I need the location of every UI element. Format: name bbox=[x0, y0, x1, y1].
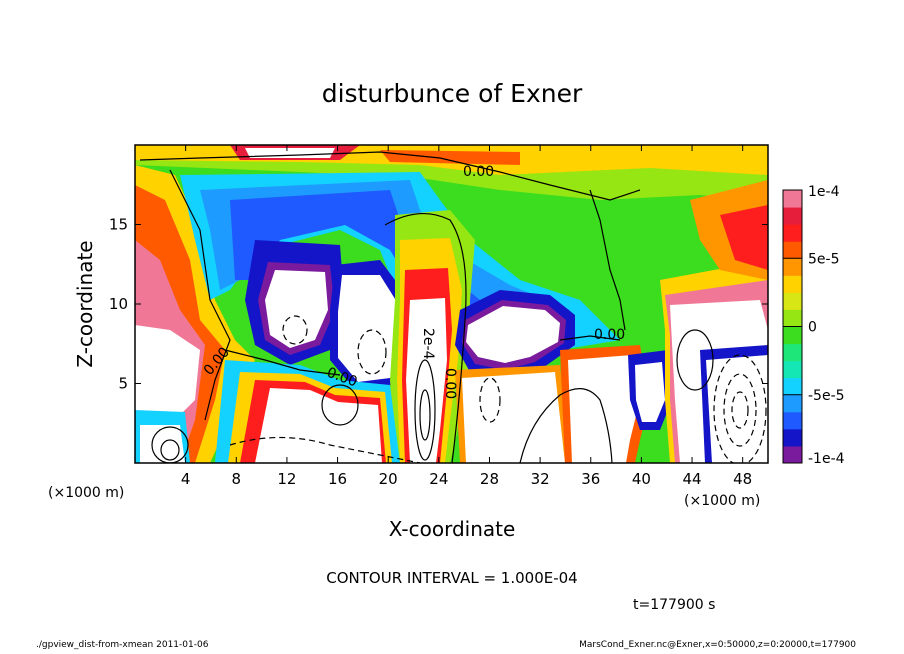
colorbar-segment bbox=[783, 326, 802, 345]
x-tick-label: 24 bbox=[429, 470, 448, 488]
contour-line bbox=[151, 426, 189, 463]
colorbar-segment bbox=[783, 360, 802, 379]
colorbar-tick-label: -1e-4 bbox=[808, 451, 845, 467]
field-region bbox=[635, 362, 665, 422]
x-axis-label: X-coordinate bbox=[389, 517, 516, 541]
colorbar-tick-label: 5e-5 bbox=[808, 251, 839, 267]
colorbar-segment bbox=[783, 275, 802, 293]
contour-line bbox=[414, 359, 436, 461]
contour-line bbox=[589, 189, 626, 331]
colorbar-tick-label: 1e-4 bbox=[808, 184, 840, 200]
chart-title: disturbunce of Exner bbox=[322, 79, 583, 108]
colorbar-segment bbox=[783, 258, 802, 276]
colorbar: 1e-4 5e-5 0 -5e-5 -1e-4 bbox=[782, 184, 845, 467]
y-tick-label: 10 bbox=[109, 295, 128, 313]
y-axis-unit: (×1000 m) bbox=[48, 485, 124, 501]
colorbar-segment bbox=[783, 445, 802, 464]
y-axis-label: Z-coordinate bbox=[73, 240, 97, 367]
colorbar-segment bbox=[783, 241, 802, 259]
colorbar-segment bbox=[783, 207, 802, 225]
x-tick-label: 44 bbox=[682, 470, 701, 488]
footer-right: MarsCond_Exner.nc@Exner,x=0:50000,z=0:20… bbox=[579, 640, 856, 650]
contour-line bbox=[723, 373, 757, 447]
colorbar-segment bbox=[783, 224, 802, 242]
x-axis: 4 8 12 16 20 24 28 32 36 40 44 48 bbox=[181, 145, 752, 488]
x-tick-label: 28 bbox=[480, 470, 499, 488]
contour-line bbox=[139, 151, 641, 201]
contour-label: 0.00 bbox=[594, 327, 625, 343]
field-region bbox=[462, 372, 565, 463]
colorbar-segment bbox=[783, 411, 802, 430]
colorbar-tick-label: -5e-5 bbox=[808, 388, 845, 404]
colorbar-segment bbox=[783, 190, 802, 208]
field-region bbox=[720, 205, 768, 270]
contour-line bbox=[519, 388, 613, 463]
field-region bbox=[380, 150, 520, 165]
x-axis-unit: (×1000 m) bbox=[684, 493, 760, 509]
contour-line bbox=[731, 391, 749, 429]
contour-line bbox=[479, 377, 501, 423]
x-tick-label: 48 bbox=[733, 470, 752, 488]
field-region bbox=[255, 388, 382, 463]
contour-line bbox=[419, 389, 431, 441]
contour-line bbox=[224, 349, 341, 376]
x-tick-label: 40 bbox=[632, 470, 651, 488]
y-tick-label: 15 bbox=[109, 216, 128, 234]
y-axis: 5 10 15 bbox=[109, 216, 768, 393]
x-tick-label: 12 bbox=[277, 470, 296, 488]
contour-line bbox=[559, 335, 621, 341]
field-region bbox=[466, 306, 560, 363]
colorbar-tick-label: 0 bbox=[808, 320, 817, 336]
field-region bbox=[338, 275, 404, 382]
contour-label: 0.00 bbox=[463, 164, 494, 180]
contour-line bbox=[713, 354, 767, 463]
contour-lines bbox=[139, 151, 767, 463]
colorbar-segment bbox=[783, 428, 802, 447]
colorbar-segment bbox=[783, 343, 802, 362]
contour-interval-annotation: CONTOUR INTERVAL = 1.000E-04 bbox=[326, 569, 577, 587]
colorbar-segment bbox=[783, 309, 802, 327]
footer-left: ./gpview_dist-from-xmean 2011-01-06 bbox=[36, 640, 209, 650]
contour-line bbox=[676, 329, 714, 391]
field-region bbox=[568, 355, 640, 463]
contour-line bbox=[282, 315, 308, 345]
colorbar-segment bbox=[783, 377, 802, 396]
x-tick-label: 32 bbox=[531, 470, 550, 488]
field-region bbox=[706, 355, 768, 463]
x-tick-label: 16 bbox=[328, 470, 347, 488]
contour-line bbox=[169, 169, 231, 421]
field-region bbox=[135, 160, 768, 200]
contour-label: 2e-4 bbox=[420, 328, 436, 360]
contour-line bbox=[357, 329, 387, 375]
field-region bbox=[406, 298, 447, 463]
x-tick-label: 4 bbox=[181, 470, 191, 488]
contour-line bbox=[160, 439, 180, 461]
contour-label: 0.00 bbox=[442, 368, 458, 399]
x-tick-label: 36 bbox=[581, 470, 600, 488]
field-region bbox=[265, 270, 328, 348]
contour-line bbox=[321, 384, 359, 426]
y-tick-label: 5 bbox=[118, 375, 128, 393]
colorbar-segment bbox=[783, 292, 802, 310]
x-tick-label: 8 bbox=[232, 470, 242, 488]
contour-line bbox=[229, 436, 421, 463]
colorbar-segment bbox=[783, 394, 802, 413]
time-label: t=177900 s bbox=[633, 597, 715, 613]
x-tick-label: 20 bbox=[379, 470, 398, 488]
contour-line bbox=[384, 212, 467, 463]
